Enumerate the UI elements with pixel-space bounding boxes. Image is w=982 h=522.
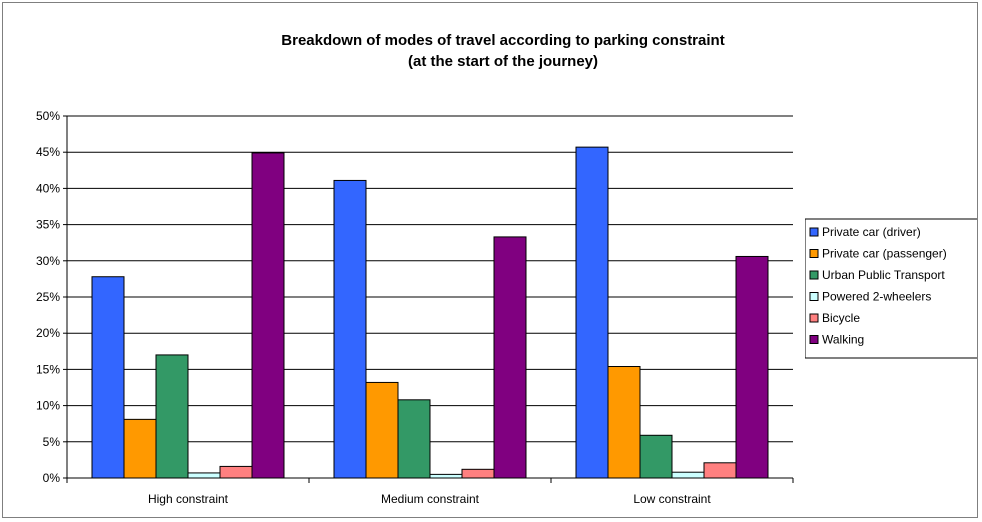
legend-swatch bbox=[809, 292, 819, 301]
x-category-label: Low constraint bbox=[633, 492, 711, 506]
bar bbox=[123, 418, 157, 479]
y-tick-label: 15% bbox=[36, 362, 60, 376]
bar bbox=[607, 366, 641, 479]
y-axis-ticks: 0% 5% 10% 15% 20% 25% 30% 35% 40% 45% 50% bbox=[36, 109, 67, 485]
x-category-label: Medium constraint bbox=[381, 492, 480, 506]
legend-body: Private car (driver) Private car (passeng… bbox=[805, 218, 977, 359]
y-tick-label: 10% bbox=[36, 399, 60, 413]
bar bbox=[333, 179, 367, 479]
x-category-label: High constraint bbox=[148, 492, 229, 506]
legend-box bbox=[805, 218, 977, 359]
chart-title: Breakdown of modes of travel according t… bbox=[281, 32, 724, 70]
y-tick-label: 40% bbox=[36, 181, 60, 195]
legend-swatch bbox=[809, 270, 819, 280]
legend-swatch bbox=[809, 335, 819, 344]
legend-label: Urban Public Transport bbox=[822, 268, 945, 282]
bar bbox=[461, 468, 495, 479]
bar bbox=[365, 381, 399, 479]
bar bbox=[91, 276, 125, 479]
legend-label: Walking bbox=[822, 333, 864, 347]
legend-label: Private car (driver) bbox=[822, 225, 921, 239]
legend-label: Bicycle bbox=[822, 311, 860, 325]
legend-label: Private car (passenger) bbox=[822, 247, 947, 261]
legend-swatch bbox=[809, 227, 819, 237]
y-tick-label: 35% bbox=[36, 218, 60, 232]
bar bbox=[493, 236, 527, 479]
y-tick-label: 25% bbox=[36, 290, 60, 304]
y-tick-label: 30% bbox=[36, 254, 60, 268]
bar bbox=[397, 399, 431, 479]
bar bbox=[735, 255, 769, 479]
bar bbox=[703, 462, 737, 479]
bar-chart: Breakdown of modes of travel according t… bbox=[36, 32, 977, 506]
bar bbox=[155, 354, 189, 479]
axes bbox=[66, 116, 794, 483]
legend-swatch bbox=[809, 313, 819, 323]
bar bbox=[575, 146, 609, 479]
chart-title-line-2: (at the start of the journey) bbox=[408, 53, 598, 70]
bar bbox=[671, 471, 705, 479]
bar bbox=[429, 473, 463, 479]
bar bbox=[187, 472, 221, 479]
bar bbox=[219, 465, 253, 479]
bars bbox=[91, 146, 769, 479]
y-tick-label: 20% bbox=[36, 326, 60, 340]
legend: Private car (driver) Private car (passeng… bbox=[805, 218, 977, 359]
bar bbox=[251, 152, 285, 479]
y-tick-label: 5% bbox=[43, 435, 61, 449]
y-tick-label: 50% bbox=[36, 109, 60, 123]
y-tick-label: 0% bbox=[43, 471, 61, 485]
x-axis-categories: High constraint Medium constraint Low cons… bbox=[148, 492, 711, 506]
bar bbox=[639, 434, 673, 479]
legend-swatch bbox=[809, 249, 819, 258]
chart-title-line-1: Breakdown of modes of travel according t… bbox=[281, 32, 724, 49]
y-tick-label: 45% bbox=[36, 145, 60, 159]
legend-label: Powered 2-wheelers bbox=[822, 290, 931, 304]
